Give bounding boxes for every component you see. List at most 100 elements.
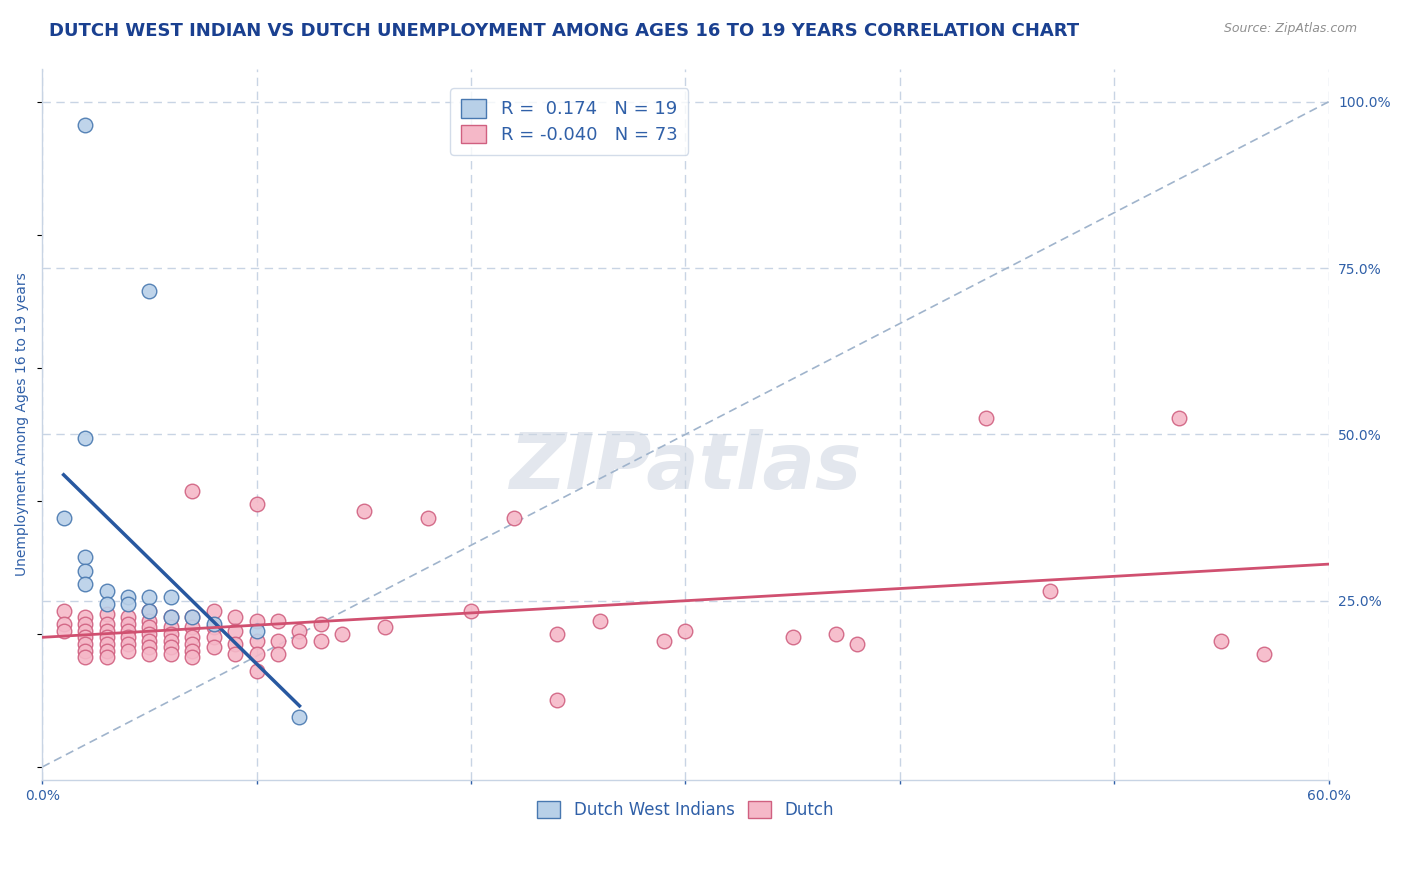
Point xyxy=(52,624,75,638)
Point xyxy=(246,624,269,638)
Point xyxy=(202,604,225,618)
Point xyxy=(224,624,246,638)
Point xyxy=(160,633,183,648)
Point xyxy=(75,564,97,578)
Point xyxy=(117,624,139,638)
Point xyxy=(309,617,332,632)
Point xyxy=(288,624,311,638)
Point xyxy=(117,617,139,632)
Point xyxy=(224,610,246,624)
Point xyxy=(75,637,97,651)
Point xyxy=(181,483,204,498)
Point xyxy=(96,617,118,632)
Point xyxy=(160,627,183,641)
Point xyxy=(117,643,139,657)
Point xyxy=(224,637,246,651)
Point xyxy=(117,597,139,611)
Text: Source: ZipAtlas.com: Source: ZipAtlas.com xyxy=(1223,22,1357,36)
Point xyxy=(52,510,75,524)
Point xyxy=(75,624,97,638)
Point xyxy=(546,693,568,707)
Point xyxy=(138,614,160,628)
Point xyxy=(117,637,139,651)
Point xyxy=(138,647,160,661)
Point xyxy=(52,617,75,632)
Point xyxy=(782,630,804,644)
Point xyxy=(246,614,269,628)
Point xyxy=(117,630,139,644)
Point xyxy=(181,637,204,651)
Point xyxy=(181,610,204,624)
Point xyxy=(96,637,118,651)
Point xyxy=(288,633,311,648)
Text: ZIPatlas: ZIPatlas xyxy=(509,429,862,505)
Point xyxy=(160,591,183,605)
Point xyxy=(138,591,160,605)
Point xyxy=(96,624,118,638)
Point xyxy=(75,610,97,624)
Point xyxy=(673,624,696,638)
Point xyxy=(246,647,269,661)
Point xyxy=(75,617,97,632)
Point xyxy=(160,610,183,624)
Point xyxy=(138,604,160,618)
Point xyxy=(202,620,225,634)
Point xyxy=(267,614,290,628)
Point xyxy=(138,627,160,641)
Y-axis label: Unemployment Among Ages 16 to 19 years: Unemployment Among Ages 16 to 19 years xyxy=(15,273,30,576)
Point xyxy=(181,620,204,634)
Point xyxy=(824,627,846,641)
Point xyxy=(160,647,183,661)
Point xyxy=(75,643,97,657)
Point xyxy=(418,510,440,524)
Point xyxy=(202,640,225,655)
Point xyxy=(374,620,396,634)
Point xyxy=(503,510,526,524)
Point xyxy=(224,647,246,661)
Point xyxy=(1211,633,1233,648)
Point xyxy=(1167,410,1189,425)
Point xyxy=(96,650,118,665)
Point xyxy=(138,620,160,634)
Point xyxy=(246,497,269,511)
Point xyxy=(546,627,568,641)
Point xyxy=(181,610,204,624)
Point xyxy=(974,410,997,425)
Point xyxy=(652,633,675,648)
Point xyxy=(75,118,97,132)
Point xyxy=(160,610,183,624)
Point xyxy=(138,285,160,299)
Point xyxy=(288,710,311,724)
Point xyxy=(202,630,225,644)
Point xyxy=(96,597,118,611)
Point xyxy=(1253,647,1275,661)
Point xyxy=(589,614,612,628)
Point xyxy=(96,607,118,621)
Point xyxy=(845,637,868,651)
Point xyxy=(1039,583,1062,598)
Point xyxy=(160,620,183,634)
Point xyxy=(267,647,290,661)
Point xyxy=(96,643,118,657)
Point xyxy=(202,617,225,632)
Point xyxy=(246,664,269,678)
Point xyxy=(117,610,139,624)
Legend: Dutch West Indians, Dutch: Dutch West Indians, Dutch xyxy=(530,794,841,825)
Point xyxy=(181,650,204,665)
Point xyxy=(52,604,75,618)
Point xyxy=(75,650,97,665)
Point xyxy=(96,630,118,644)
Point xyxy=(75,431,97,445)
Point xyxy=(75,630,97,644)
Point xyxy=(96,583,118,598)
Point xyxy=(138,633,160,648)
Point xyxy=(181,643,204,657)
Point xyxy=(160,640,183,655)
Point xyxy=(332,627,354,641)
Point xyxy=(138,640,160,655)
Point xyxy=(138,604,160,618)
Point xyxy=(460,604,482,618)
Point xyxy=(75,577,97,591)
Point xyxy=(117,591,139,605)
Point xyxy=(181,630,204,644)
